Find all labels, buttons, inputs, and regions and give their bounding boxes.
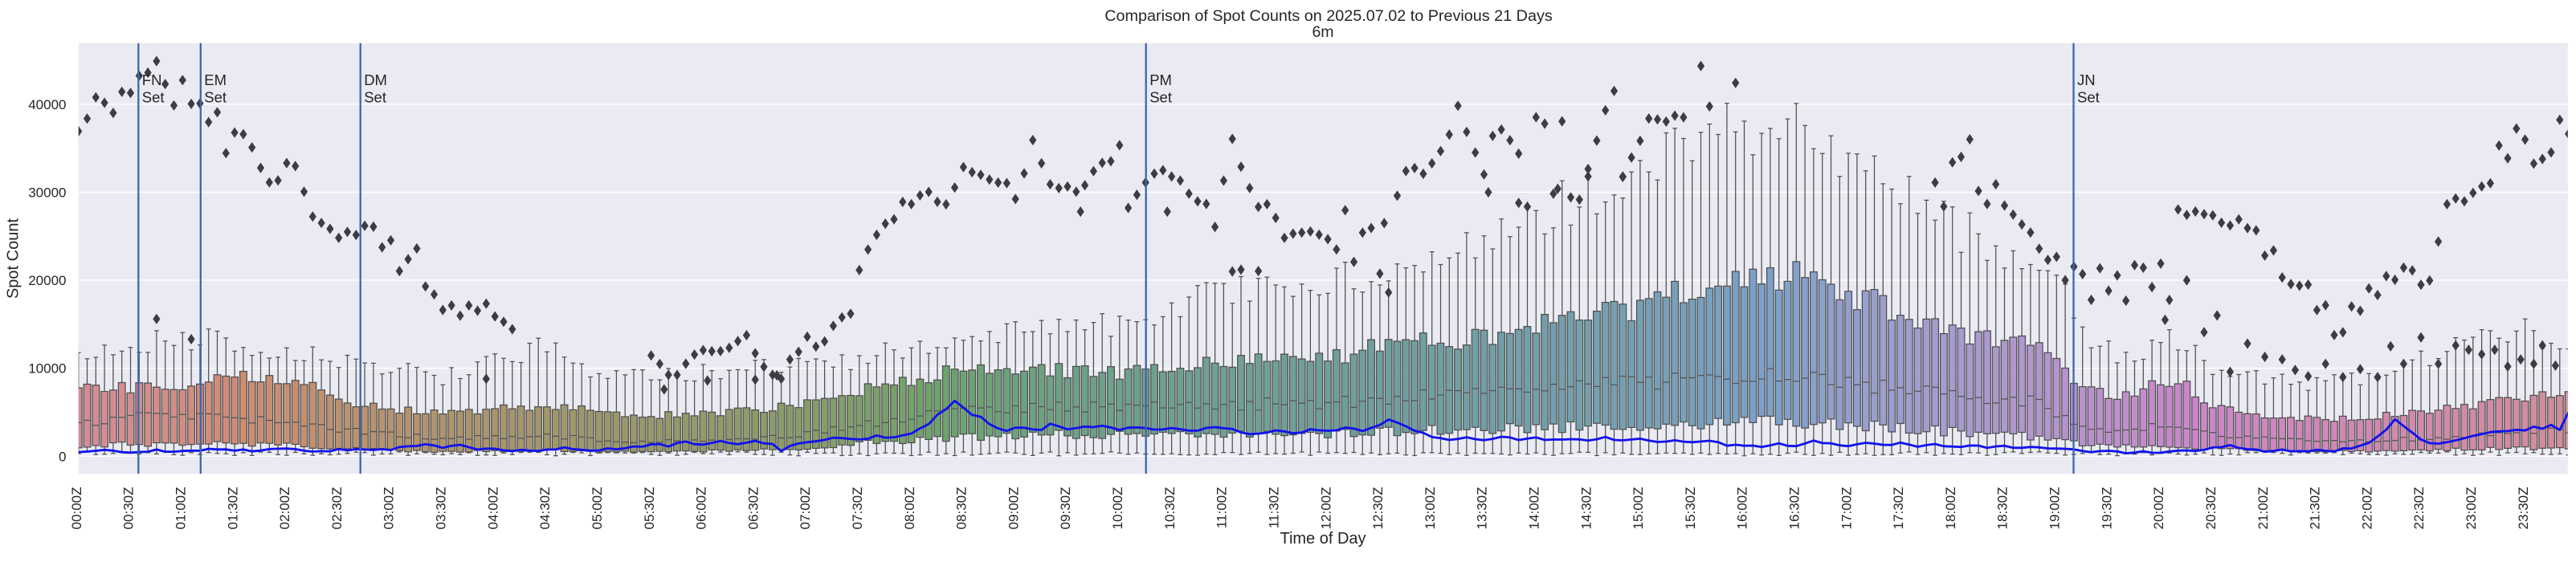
svg-text:10000: 10000 xyxy=(28,361,66,377)
svg-text:05:00Z: 05:00Z xyxy=(590,487,605,530)
svg-text:PM: PM xyxy=(1149,71,1172,88)
svg-text:Spot Count: Spot Count xyxy=(5,218,22,299)
svg-text:04:00Z: 04:00Z xyxy=(485,487,500,530)
svg-text:40000: 40000 xyxy=(28,97,66,112)
svg-text:10:30Z: 10:30Z xyxy=(1162,487,1178,530)
svg-text:Set: Set xyxy=(1149,89,1172,106)
svg-text:15:00Z: 15:00Z xyxy=(1631,487,1646,530)
svg-text:19:00Z: 19:00Z xyxy=(2047,487,2063,530)
svg-text:Set: Set xyxy=(142,89,165,106)
svg-text:30000: 30000 xyxy=(28,185,66,201)
svg-text:DM: DM xyxy=(364,71,387,88)
svg-text:05:30Z: 05:30Z xyxy=(642,487,657,530)
svg-text:11:30Z: 11:30Z xyxy=(1266,487,1281,529)
svg-text:07:00Z: 07:00Z xyxy=(798,487,813,530)
svg-text:03:00Z: 03:00Z xyxy=(382,487,397,530)
svg-text:15:30Z: 15:30Z xyxy=(1683,487,1698,530)
svg-text:22:30Z: 22:30Z xyxy=(2411,487,2427,530)
svg-text:21:30Z: 21:30Z xyxy=(2308,487,2323,530)
svg-text:01:00Z: 01:00Z xyxy=(174,487,189,530)
svg-text:Set: Set xyxy=(2077,89,2100,106)
svg-text:12:00Z: 12:00Z xyxy=(1318,487,1333,530)
svg-text:11:00Z: 11:00Z xyxy=(1215,487,1230,529)
svg-text:22:00Z: 22:00Z xyxy=(2359,487,2374,530)
svg-text:03:30Z: 03:30Z xyxy=(434,487,449,530)
svg-text:19:30Z: 19:30Z xyxy=(2099,487,2114,530)
svg-text:18:30Z: 18:30Z xyxy=(1995,487,2011,530)
svg-text:04:30Z: 04:30Z xyxy=(537,487,553,530)
svg-text:FN: FN xyxy=(142,71,162,88)
svg-text:20:30Z: 20:30Z xyxy=(2203,487,2219,530)
svg-text:12:30Z: 12:30Z xyxy=(1370,487,1386,530)
svg-text:Time of Day: Time of Day xyxy=(1280,530,1366,548)
svg-text:23:30Z: 23:30Z xyxy=(2516,487,2531,530)
svg-text:02:00Z: 02:00Z xyxy=(277,487,292,530)
svg-text:08:00Z: 08:00Z xyxy=(902,487,917,530)
svg-text:02:30Z: 02:30Z xyxy=(329,487,345,530)
svg-text:6m: 6m xyxy=(1312,23,1333,41)
svg-text:16:00Z: 16:00Z xyxy=(1735,487,1750,530)
svg-text:17:00Z: 17:00Z xyxy=(1839,487,1854,530)
svg-text:17:30Z: 17:30Z xyxy=(1891,487,1906,530)
svg-text:13:00Z: 13:00Z xyxy=(1423,487,1438,530)
svg-text:06:00Z: 06:00Z xyxy=(694,487,709,530)
svg-text:20000: 20000 xyxy=(28,273,66,288)
svg-text:Comparison of Spot Counts on 2: Comparison of Spot Counts on 2025.07.02 … xyxy=(1104,7,1553,25)
svg-text:23:00Z: 23:00Z xyxy=(2464,487,2479,530)
svg-text:13:30Z: 13:30Z xyxy=(1475,487,1490,530)
svg-text:09:30Z: 09:30Z xyxy=(1058,487,1073,530)
svg-text:08:30Z: 08:30Z xyxy=(954,487,970,530)
svg-text:0: 0 xyxy=(59,449,66,464)
svg-text:18:00Z: 18:00Z xyxy=(1943,487,1958,530)
svg-text:14:00Z: 14:00Z xyxy=(1527,487,1542,530)
svg-text:21:00Z: 21:00Z xyxy=(2256,487,2271,530)
svg-text:00:30Z: 00:30Z xyxy=(121,487,137,530)
svg-text:00:00Z: 00:00Z xyxy=(69,487,84,530)
svg-text:16:30Z: 16:30Z xyxy=(1787,487,1802,530)
svg-text:14:30Z: 14:30Z xyxy=(1578,487,1594,530)
svg-text:10:00Z: 10:00Z xyxy=(1110,487,1125,530)
svg-text:EM: EM xyxy=(204,71,227,88)
svg-text:20:00Z: 20:00Z xyxy=(2151,487,2166,530)
svg-text:07:30Z: 07:30Z xyxy=(850,487,865,530)
svg-text:06:30Z: 06:30Z xyxy=(745,487,761,530)
svg-text:Set: Set xyxy=(204,89,227,106)
svg-text:01:30Z: 01:30Z xyxy=(225,487,240,530)
svg-text:Set: Set xyxy=(364,89,386,106)
svg-text:JN: JN xyxy=(2077,71,2096,88)
svg-text:09:00Z: 09:00Z xyxy=(1006,487,1021,530)
